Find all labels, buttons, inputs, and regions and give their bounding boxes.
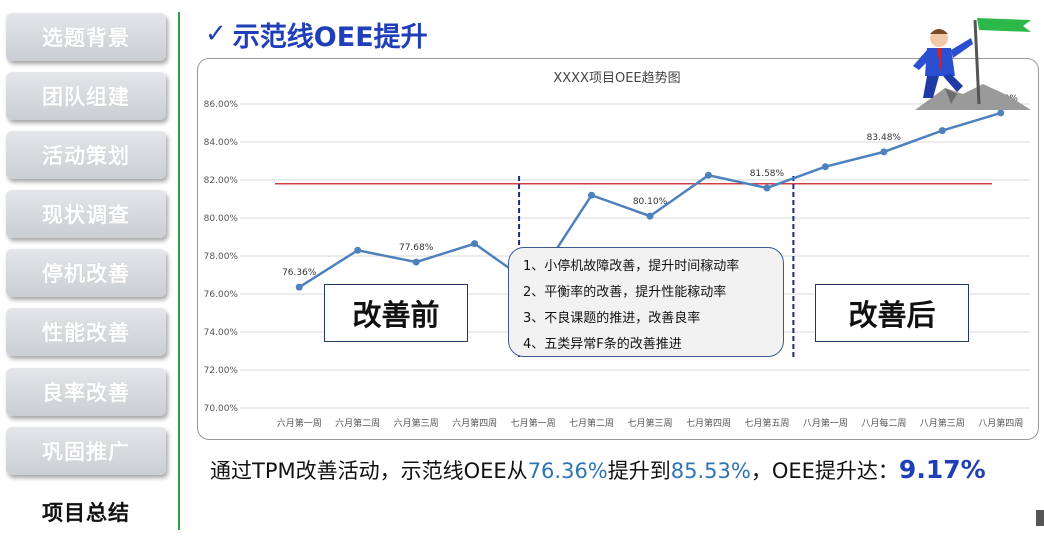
y-tick-label: 76.00%	[204, 290, 239, 300]
data-point	[821, 163, 829, 171]
summary-statement: 通过TPM改善活动，示范线OEE从76.36%提升到85.53%，OEE提升达：…	[210, 455, 986, 485]
data-label: 81.58%	[750, 169, 785, 179]
data-point	[880, 148, 888, 156]
sidebar-item-6[interactable]: 性能改善	[6, 308, 166, 356]
x-tick-label: 七月第五周	[744, 417, 789, 429]
sidebar-divider	[178, 12, 180, 530]
x-tick-label: 七月第一周	[511, 417, 556, 429]
note-item: 1、小停机故障改善，提升时间稼动率	[523, 259, 740, 274]
x-tick-label: 七月第四周	[686, 417, 731, 429]
before-improvement-label: 改善前	[324, 284, 468, 342]
x-tick-label: 七月第三周	[627, 417, 672, 429]
note-item: 3、不良课题的推进，改善良率	[523, 311, 701, 326]
x-tick-label: 六月第四周	[452, 417, 497, 429]
y-tick-label: 86.00%	[204, 100, 239, 110]
y-tick-label: 80.00%	[204, 214, 239, 224]
data-label: 76.36%	[282, 268, 317, 278]
data-label: 80.10%	[633, 197, 668, 207]
x-tick-label: 七月第二周	[569, 417, 614, 429]
data-point	[412, 258, 420, 266]
chart-title: XXXX项目OEE趋势图	[553, 70, 680, 86]
data-label: 77.68%	[399, 243, 434, 253]
summary-gain-value: 9.17%	[898, 455, 986, 484]
data-point	[763, 184, 771, 192]
summary-to-value: 85.53%	[670, 459, 751, 483]
x-tick-label: 八月第四周	[978, 417, 1023, 429]
improvement-notes-callout: 1、小停机故障改善，提升时间稼动率 2、平衡率的改善，提升性能稼动率 3、不良课…	[508, 247, 784, 357]
x-tick-label: 六月第一周	[277, 417, 322, 429]
y-tick-label: 70.00%	[204, 404, 239, 414]
data-point	[646, 212, 654, 220]
y-tick-label: 72.00%	[204, 366, 239, 376]
summary-prefix: 通过TPM改善活动，示范线OEE从	[210, 459, 528, 483]
x-tick-label: 八月每二周	[861, 417, 906, 429]
data-point	[588, 191, 596, 199]
sidebar-item-4[interactable]: 现状调查	[6, 190, 166, 238]
data-point	[354, 246, 362, 254]
sidebar-item-7[interactable]: 良率改善	[6, 368, 166, 416]
x-tick-label: 八月第一周	[803, 417, 848, 429]
sidebar-item-3[interactable]: 活动策划	[6, 131, 166, 179]
y-tick-label: 74.00%	[204, 328, 239, 338]
note-item: 4、五类异常F条的改善推进	[523, 337, 682, 352]
note-item: 2、平衡率的改善，提升性能稼动率	[523, 285, 727, 300]
after-improvement-label: 改善后	[815, 284, 969, 342]
sidebar-item-8[interactable]: 巩固推广	[6, 427, 166, 475]
y-tick-label: 82.00%	[204, 176, 239, 186]
y-tick-label: 84.00%	[204, 138, 239, 148]
x-tick-label: 八月第三周	[920, 417, 965, 429]
summary-mid: 提升到	[607, 459, 671, 483]
sidebar-item-2[interactable]: 团队组建	[6, 72, 166, 120]
page-title-text: 示范线OEE提升	[232, 21, 428, 53]
check-icon: ✓	[205, 19, 227, 49]
data-point	[997, 109, 1005, 117]
x-tick-label: 六月第二周	[335, 417, 380, 429]
x-tick-label: 六月第三周	[394, 417, 439, 429]
y-tick-label: 78.00%	[204, 252, 239, 262]
climber-with-flag-icon	[905, 14, 1033, 112]
page-title: ✓ 示范线OEE提升	[205, 14, 428, 54]
sidebar-nav: 选题背景团队组建活动策划现状调查停机改善性能改善良率改善巩固推广项目总结	[0, 0, 170, 536]
sidebar-item-5[interactable]: 停机改善	[6, 249, 166, 297]
data-point	[938, 127, 946, 135]
corner-mark	[1036, 510, 1044, 526]
data-point	[704, 171, 712, 179]
data-point	[295, 283, 303, 291]
summary-suffix: ，OEE提升达：	[750, 459, 899, 483]
data-point	[471, 240, 479, 248]
summary-from-value: 76.36%	[527, 459, 608, 483]
sidebar-item-9[interactable]: 项目总结	[6, 488, 166, 536]
sidebar-item-1[interactable]: 选题背景	[6, 13, 166, 61]
data-label: 83.48%	[867, 133, 902, 143]
